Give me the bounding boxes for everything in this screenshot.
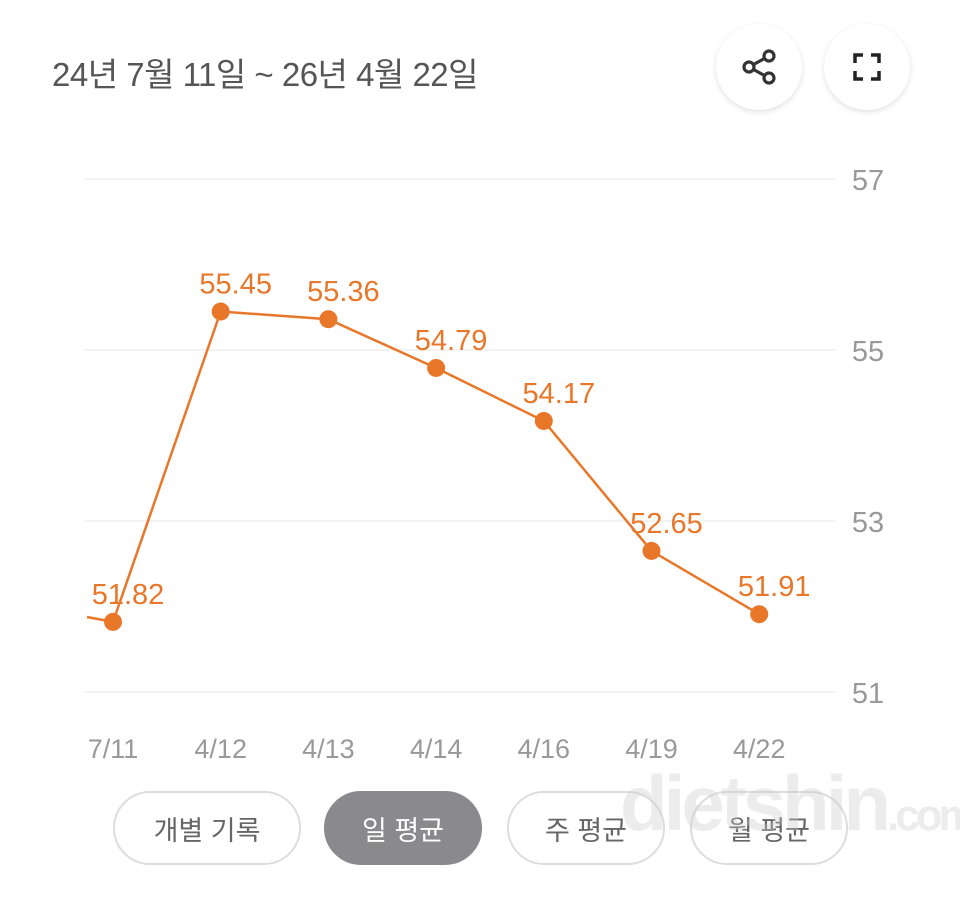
fullscreen-button[interactable]	[824, 24, 910, 110]
x-tick-label: 4/19	[625, 734, 678, 764]
data-label: 52.65	[630, 508, 703, 540]
x-tick-label: 7/11	[88, 734, 139, 764]
series-line	[111, 310, 760, 623]
date-range-title: 24년 7월 11일 ~ 26년 4월 22일	[52, 56, 479, 93]
share-button[interactable]	[716, 24, 802, 110]
data-point	[427, 358, 446, 377]
x-tick-label: 4/22	[733, 734, 786, 764]
data-label: 51.82	[92, 579, 165, 611]
data-label: 54.79	[415, 325, 488, 357]
data-label: 55.45	[199, 269, 272, 301]
y-tick-label: 51	[852, 678, 884, 710]
share-icon	[742, 49, 776, 85]
data-label: 54.17	[523, 378, 596, 410]
x-tick-label: 4/13	[302, 734, 355, 764]
data-label: 55.36	[307, 276, 380, 308]
y-tick-label: 55	[852, 336, 884, 368]
data-point	[642, 541, 661, 560]
tab-monthly-average[interactable]: 월 평균	[690, 791, 848, 865]
x-tick-label: 4/14	[410, 734, 463, 764]
tab-individual-records[interactable]: 개별 기록	[113, 791, 301, 865]
data-label: 51.91	[738, 571, 811, 603]
tab-daily-average[interactable]: 일 평균	[324, 791, 482, 865]
data-point	[104, 612, 122, 631]
data-point	[750, 605, 769, 624]
data-point	[534, 411, 553, 430]
fullscreen-icon	[853, 53, 881, 81]
data-point	[211, 302, 230, 321]
y-tick-label: 57	[852, 165, 884, 197]
line-chart: 57 55 53 51 7/11 4/12 4/13 4/14 4/16 4/19 4/22 51.8…	[85, 165, 884, 764]
y-tick-label: 53	[852, 507, 884, 539]
x-tick-label: 4/16	[518, 734, 571, 764]
data-point	[319, 310, 338, 329]
x-tick-label: 4/12	[194, 734, 247, 764]
tab-weekly-average[interactable]: 주 평균	[507, 791, 665, 865]
